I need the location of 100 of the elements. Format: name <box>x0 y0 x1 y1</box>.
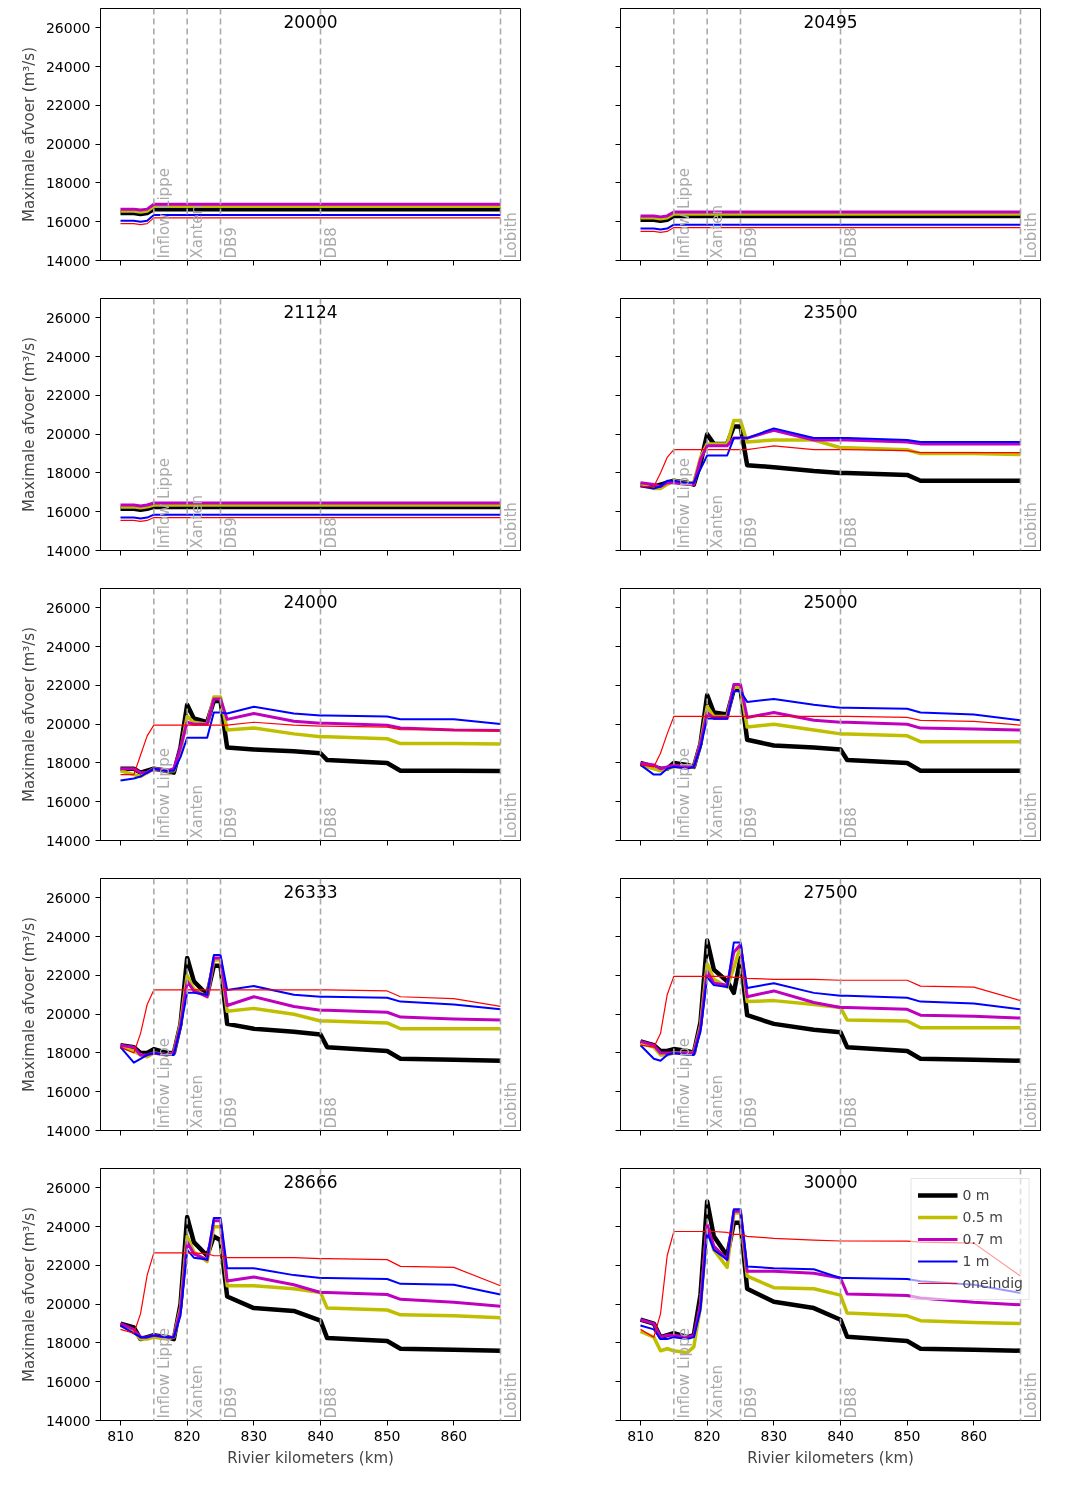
y-tick-label: 20000 <box>45 426 91 443</box>
ref-line-label: DB8 <box>841 1097 860 1129</box>
ref-line-label: DB8 <box>841 517 860 549</box>
ref-line-label: Xanten <box>708 784 727 839</box>
y-axis-title: Maximale afvoer (m³/s) <box>19 336 38 513</box>
ref-line-label: Inflow Lippe <box>154 748 173 839</box>
y-axis-title: Maximale afvoer (m³/s) <box>19 626 38 803</box>
ref-line-label: Inflow Lippe <box>154 168 173 259</box>
y-tick-label: 18000 <box>45 464 91 481</box>
x-axis-title: Rivier kilometers (km) <box>747 1448 914 1467</box>
x-tick-label: 850 <box>893 1427 921 1444</box>
y-tick-label: 14000 <box>45 1122 91 1139</box>
y-tick-label: 24000 <box>45 638 91 655</box>
ref-line-label: DB8 <box>321 807 340 839</box>
ref-line-label: DB8 <box>841 1387 860 1419</box>
y-tick-label: 22000 <box>45 97 91 114</box>
ref-line-label: Inflow Lippe <box>674 168 693 259</box>
y-tick-label: 16000 <box>45 1083 91 1100</box>
ref-line-label: Lobith <box>1021 212 1040 259</box>
y-tick-label: 16000 <box>45 503 91 520</box>
ref-line-label: Lobith <box>501 792 520 839</box>
x-tick-label: 830 <box>760 1427 788 1444</box>
ref-line-label: DB8 <box>321 1387 340 1419</box>
ref-line-label: DB9 <box>221 517 240 549</box>
y-tick-label: 22000 <box>45 677 91 694</box>
ref-line-label: Xanten <box>708 204 727 259</box>
y-tick-label: 14000 <box>45 252 91 269</box>
legend-label: 0.5 m <box>962 1209 1003 1225</box>
y-tick-label: 16000 <box>45 793 91 810</box>
y-tick-label: 14000 <box>45 1412 91 1429</box>
y-tick-label: 26000 <box>45 599 91 616</box>
x-tick-label: 830 <box>240 1427 268 1444</box>
ref-line-label: DB9 <box>221 807 240 839</box>
ref-line-label: DB9 <box>741 227 760 259</box>
legend-label: 0.7 m <box>962 1231 1003 1247</box>
ref-line-label: Lobith <box>501 1372 520 1419</box>
chart-title: 24000 <box>283 591 338 612</box>
legend-label: 1 m <box>962 1253 990 1269</box>
ref-line-label: DB9 <box>221 227 240 259</box>
ref-line-label: Xanten <box>188 1364 207 1419</box>
y-axis-title: Maximale afvoer (m³/s) <box>19 916 38 1093</box>
ref-line-label: Inflow Lippe <box>674 748 693 839</box>
y-axis-title: Maximale afvoer (m³/s) <box>19 46 38 223</box>
chart-title: 26333 <box>283 881 338 902</box>
y-tick-label: 20000 <box>45 1296 91 1313</box>
x-tick-label: 840 <box>307 1427 334 1444</box>
chart-title: 20000 <box>283 11 338 32</box>
y-tick-label: 22000 <box>45 1257 91 1274</box>
x-tick-label: 820 <box>693 1427 721 1444</box>
ref-line-label: Xanten <box>188 1074 207 1129</box>
x-tick-label: 860 <box>440 1427 468 1444</box>
ref-line-label: Inflow Lippe <box>154 1328 173 1419</box>
ref-line-label: Inflow Lippe <box>674 1328 693 1419</box>
ref-line-label: DB9 <box>741 807 760 839</box>
legend-label: 0 m <box>962 1187 990 1203</box>
ref-line-label: DB8 <box>321 227 340 259</box>
y-tick-label: 20000 <box>45 136 91 153</box>
y-tick-label: 14000 <box>45 542 91 559</box>
ref-line-label: DB9 <box>741 1387 760 1419</box>
ref-line-label: Lobith <box>1021 1082 1040 1129</box>
chart-title: 27500 <box>803 881 858 902</box>
y-tick-label: 14000 <box>45 832 91 849</box>
x-axis-title: Rivier kilometers (km) <box>227 1448 394 1467</box>
x-tick-label: 860 <box>960 1427 988 1444</box>
ref-line-label: DB8 <box>841 227 860 259</box>
ref-line-label: Xanten <box>188 784 207 839</box>
ref-line-label: DB9 <box>741 517 760 549</box>
ref-line-label: DB9 <box>741 1097 760 1129</box>
ref-line-label: DB8 <box>841 807 860 839</box>
ref-line-label: DB8 <box>321 1097 340 1129</box>
y-tick-label: 26000 <box>45 889 91 906</box>
x-tick-label: 810 <box>107 1427 134 1444</box>
y-tick-label: 22000 <box>45 387 91 404</box>
y-tick-label: 18000 <box>45 174 91 191</box>
y-tick-label: 16000 <box>45 213 91 230</box>
ref-line-label: Lobith <box>1021 502 1040 549</box>
ref-line-label: Lobith <box>501 502 520 549</box>
y-tick-label: 26000 <box>45 309 91 326</box>
ref-line-label: Inflow Lippe <box>674 1038 693 1129</box>
y-tick-label: 26000 <box>45 1179 91 1196</box>
y-tick-label: 18000 <box>45 754 91 771</box>
ref-line-label: Inflow Lippe <box>154 458 173 549</box>
ref-line-label: Lobith <box>501 212 520 259</box>
ref-line-label: Lobith <box>1021 1372 1040 1419</box>
y-tick-label: 24000 <box>45 928 91 945</box>
y-tick-label: 18000 <box>45 1334 91 1351</box>
x-tick-label: 840 <box>827 1427 854 1444</box>
ref-line-label: Xanten <box>708 494 727 549</box>
y-tick-label: 16000 <box>45 1373 91 1390</box>
ref-line-label: Lobith <box>501 1082 520 1129</box>
x-tick-label: 850 <box>373 1427 401 1444</box>
chart-title: 28666 <box>283 1171 338 1192</box>
chart-title: 30000 <box>803 1171 858 1192</box>
ref-line-label: Xanten <box>708 1364 727 1419</box>
y-tick-label: 24000 <box>45 58 91 75</box>
y-tick-label: 24000 <box>45 348 91 365</box>
ref-line-label: Inflow Lippe <box>154 1038 173 1129</box>
ref-line-label: DB9 <box>221 1097 240 1129</box>
y-tick-label: 22000 <box>45 967 91 984</box>
y-tick-label: 26000 <box>45 19 91 36</box>
